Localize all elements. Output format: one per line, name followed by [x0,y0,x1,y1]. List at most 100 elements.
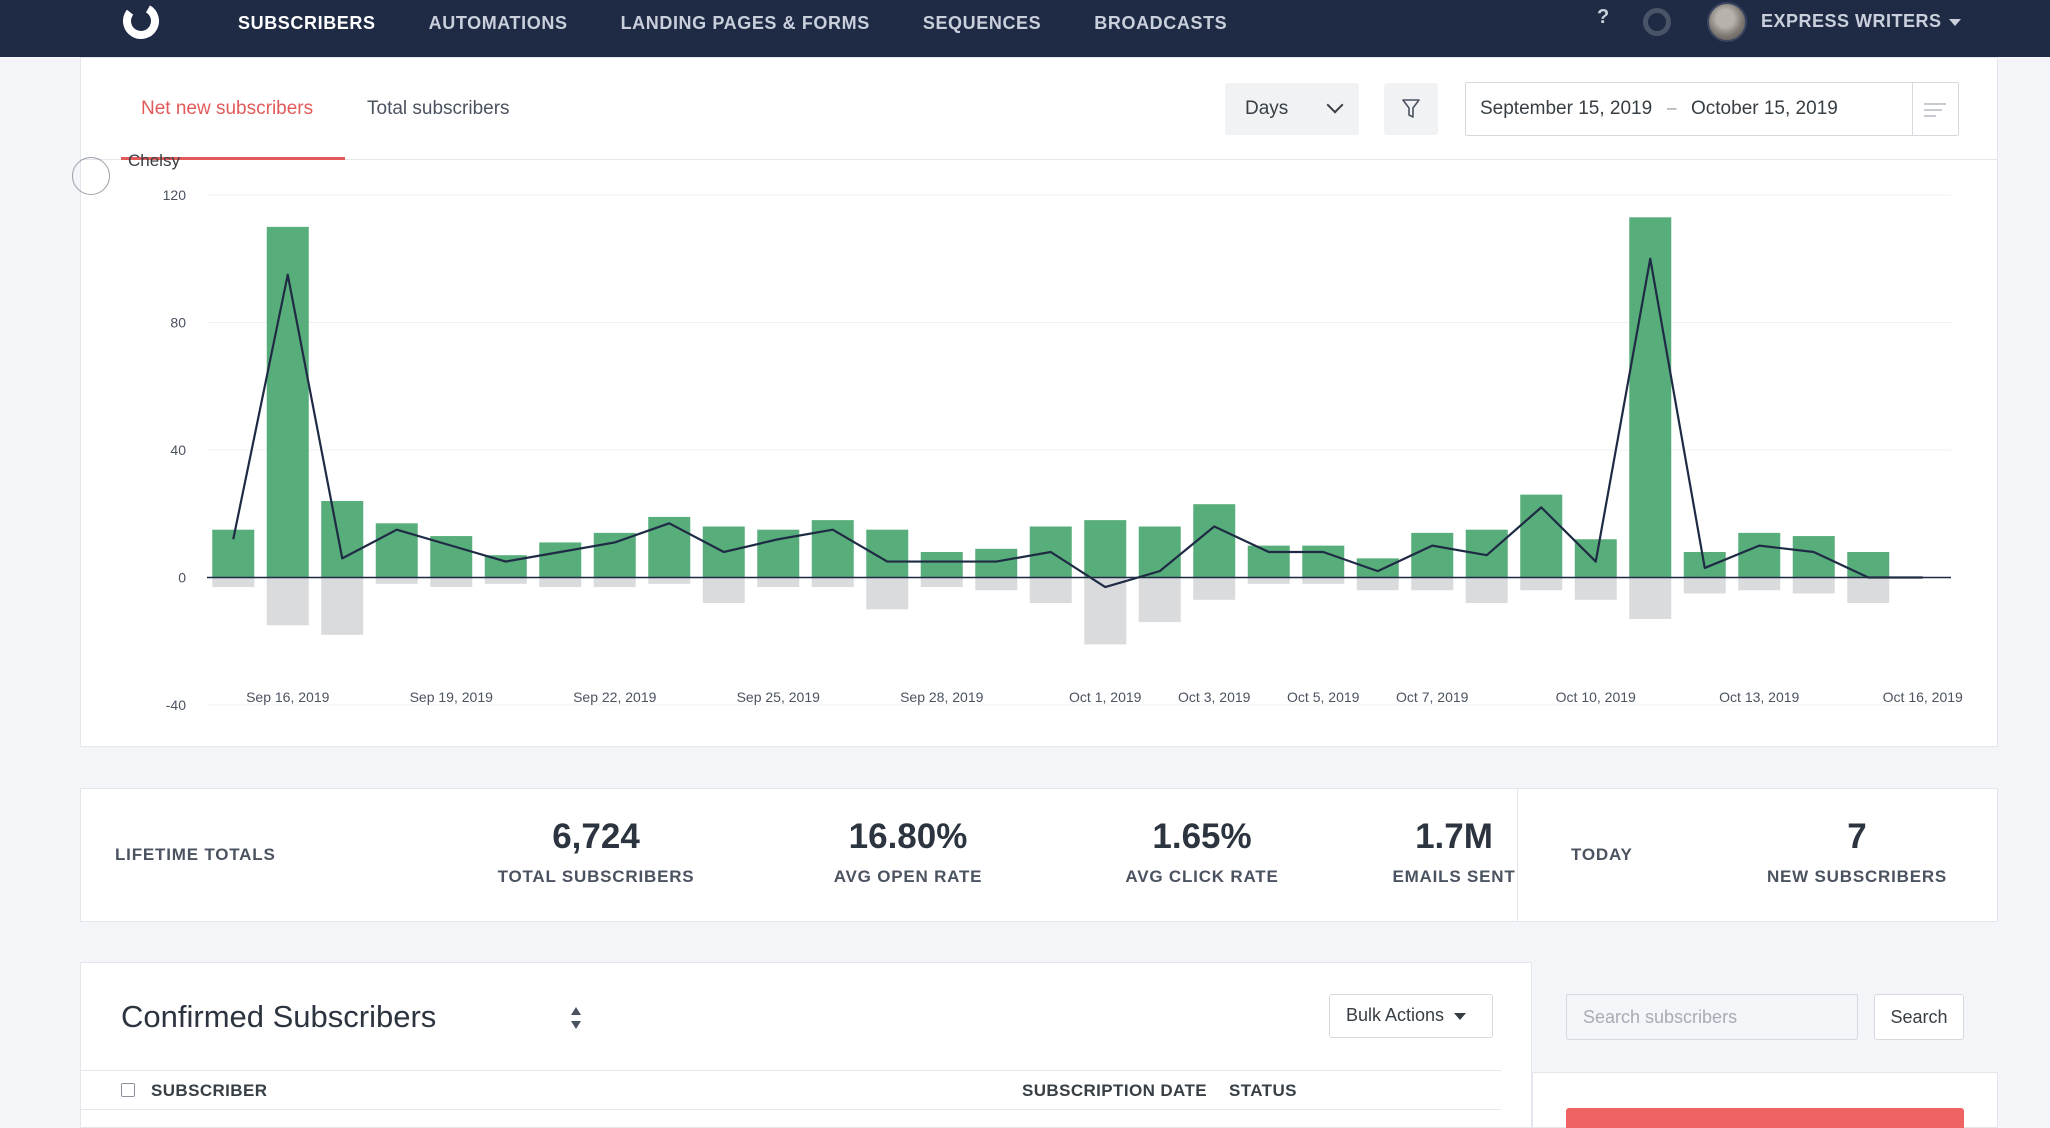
sidebar-action-button[interactable] [1566,1108,1964,1128]
top-navbar: SUBSCRIBERS AUTOMATIONS LANDING PAGES & … [0,0,2050,57]
x-tick-label: Oct 16, 2019 [1883,689,1963,705]
negative-bar [484,577,527,584]
totals-divider [1517,789,1518,921]
positive-bar [1629,217,1672,578]
positive-bar [648,516,691,578]
tab-total-subscribers[interactable]: Total subscribers [367,98,510,119]
subscribers-chart-card: Net new subscribers Total subscribers Da… [80,57,1998,747]
x-tick-label: Sep 19, 2019 [410,689,494,705]
convertkit-logo[interactable] [118,1,164,41]
list-title: Confirmed Subscribers [121,999,437,1034]
negative-bar [702,577,745,603]
nav-sequences[interactable]: SEQUENCES [922,12,1042,33]
bulk-actions-label: Bulk Actions [1346,1005,1445,1025]
positive-bar [375,523,418,578]
positive-bar [1138,526,1181,578]
table-header: SUBSCRIBER SUBSCRIPTION DATE STATUS [81,1070,1501,1110]
help-icon[interactable]: ? [1597,6,1610,28]
x-tick-label: Sep 22, 2019 [573,689,657,705]
tab-net-new-subscribers[interactable]: Net new subscribers [141,98,314,119]
subscribers-list-card: Confirmed Subscribers Bulk Actions SUBSC… [80,962,1532,1128]
positive-bar [1411,532,1454,578]
search-subscribers-input[interactable] [1566,994,1858,1040]
negative-bar [1792,577,1835,594]
stat-emails-sent: 1.7M EMAILS SENT [1364,817,1544,887]
nav-subscribers[interactable]: SUBSCRIBERS [238,12,376,33]
nav-broadcasts[interactable]: BROADCASTS [1094,12,1228,33]
positive-bar [1193,504,1236,578]
account-name: EXPRESS WRITERS [1761,11,1942,31]
negative-bar [866,577,909,610]
positive-bar [1356,558,1399,578]
x-tick-label: Oct 3, 2019 [1178,689,1251,705]
x-tick-label: Sep 28, 2019 [900,689,984,705]
negative-bar [1356,577,1399,591]
date-options-button[interactable] [1912,83,1958,135]
negative-bar [430,577,473,588]
negative-bar [266,577,309,626]
col-subscriber[interactable]: SUBSCRIBER [151,1081,268,1100]
subscriber-name[interactable]: Chelsy [128,151,180,170]
date-range-picker[interactable]: September 15, 2019 – October 15, 2019 [1465,82,1959,136]
negative-bar [1084,577,1127,645]
x-tick-label: Oct 5, 2019 [1287,689,1360,705]
date-start[interactable]: September 15, 2019 [1480,98,1653,119]
x-tick-label: Oct 1, 2019 [1069,689,1142,705]
stat-caption: TOTAL SUBSCRIBERS [497,867,695,886]
stat-caption: AVG CLICK RATE [1125,867,1279,886]
activity-ring-icon[interactable] [1643,8,1671,36]
y-tick-label: 0 [178,570,186,586]
menu-lines-icon [1924,103,1946,105]
y-tick-label: 40 [170,442,186,458]
x-tick-label: Sep 25, 2019 [737,689,821,705]
account-avatar[interactable] [1707,2,1747,42]
stat-value: 6,724 [552,817,640,856]
chevron-down-icon [1326,96,1344,114]
caret-down-icon [1454,1012,1467,1020]
positive-bar [1792,536,1835,578]
stat-total-subscribers: 6,724 TOTAL SUBSCRIBERS [476,817,716,887]
stat-today-new-subscribers: 7 NEW SUBSCRIBERS [1757,817,1957,887]
y-tick-label: 80 [170,315,186,331]
account-menu[interactable]: EXPRESS WRITERS [1761,11,1961,32]
negative-bar [1465,577,1508,603]
positive-bar [321,501,364,578]
select-all-checkbox[interactable] [121,1083,135,1097]
interval-select[interactable]: Days [1225,83,1359,135]
y-tick-label: 120 [163,187,187,203]
negative-bar [1302,577,1345,584]
negative-bar [1138,577,1181,623]
x-tick-label: Oct 13, 2019 [1719,689,1799,705]
negative-bar [975,577,1018,591]
y-tick-label: -40 [166,697,186,713]
col-subscription-date[interactable]: SUBSCRIPTION DATE [1022,1081,1207,1100]
nav-landing-pages-forms[interactable]: LANDING PAGES & FORMS [620,12,870,33]
negative-bar [757,577,800,588]
stat-value: 1.7M [1415,817,1493,856]
negative-bar [593,577,636,588]
negative-bar [1193,577,1236,600]
main-nav: SUBSCRIBERS AUTOMATIONS LANDING PAGES & … [238,0,1280,46]
negative-bar [648,577,691,584]
stat-value: 1.65% [1152,817,1252,856]
nav-automations[interactable]: AUTOMATIONS [428,12,568,33]
filter-icon [1402,99,1420,118]
positive-bar [593,532,636,578]
col-status[interactable]: STATUS [1229,1081,1297,1100]
negative-bar [1738,577,1781,591]
filter-button[interactable] [1384,83,1438,135]
bulk-actions-button[interactable]: Bulk Actions [1329,994,1493,1038]
x-tick-label: Sep 16, 2019 [246,689,330,705]
interval-value: Days [1245,98,1289,119]
date-end[interactable]: October 15, 2019 [1691,98,1838,119]
chart-tabs: Net new subscribers Total subscribers Da… [81,58,1997,160]
negative-bar [1247,577,1290,584]
negative-bar [1847,577,1890,603]
x-tick-label: Oct 10, 2019 [1556,689,1636,705]
negative-bar [212,577,255,588]
net-subscribers-chart: 120 80 40 0 -40 Sep 16, 2019 Sep 19, 2019 Sep 2… [163,187,1963,713]
sort-arrows-icon[interactable] [569,1005,583,1031]
positive-bar [266,226,309,578]
positive-bar [1084,520,1127,578]
search-button[interactable]: Search [1874,994,1964,1040]
